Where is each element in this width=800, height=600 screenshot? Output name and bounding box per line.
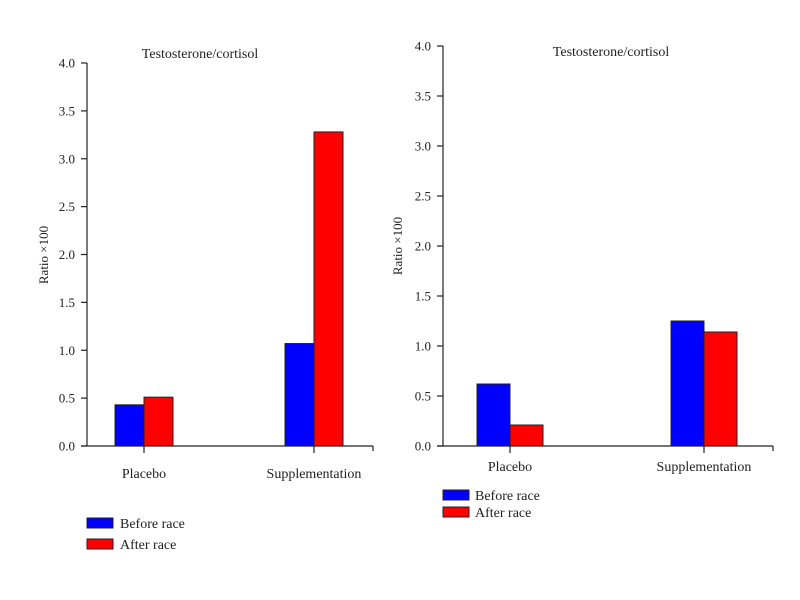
chart-left: Testosterone/cortisol Ratio ×100 0.0 0.5 1… (36, 47, 374, 553)
y-tick-label: 3.0 (415, 139, 431, 154)
bars (476, 320, 738, 447)
y-tick-label: 2.5 (415, 189, 431, 204)
y-tick-label: 3.5 (415, 89, 431, 104)
x-ticks: Placebo Supplementation (122, 446, 374, 482)
legend-swatch-before (442, 489, 470, 501)
bar-supplementation-after-race (313, 131, 344, 447)
legend-label-after: After race (120, 538, 176, 553)
y-axis-label: Ratio ×100 (390, 217, 405, 275)
y-tick-label: 3.5 (59, 103, 75, 118)
y-tick-label: 1.5 (59, 295, 75, 310)
y-tick-label: 0.5 (59, 391, 75, 406)
y-tick-label: 3.0 (59, 151, 75, 166)
chart-right: Testosterone/cortisol Ratio ×100 0.0 0.5 1… (390, 39, 774, 521)
legend-label-before: Before race (120, 517, 185, 532)
x-tick-label: Placebo (122, 467, 166, 482)
chart-title: Testosterone/cortisol (142, 47, 259, 62)
x-tick-label: Placebo (488, 460, 532, 475)
legend-swatch-after (442, 506, 470, 518)
y-tick-label: 2.0 (415, 239, 431, 254)
y-ticks: 0.0 0.5 1.0 1.5 2.0 2.5 3.0 3.5 4.0 (415, 39, 443, 454)
bar-placebo-after-race (143, 396, 174, 447)
y-tick-label: 1.5 (415, 289, 431, 304)
bar-supplementation-before-race (670, 320, 705, 447)
bar-placebo-after-race (509, 424, 544, 447)
legend-swatch-before (86, 517, 114, 529)
legend-label-before: Before race (475, 489, 540, 504)
y-tick-label: 2.5 (59, 199, 75, 214)
x-tick-label: Supplementation (267, 467, 362, 482)
chart-title: Testosterone/cortisol (553, 45, 670, 60)
bars (114, 131, 344, 447)
x-ticks: Placebo Supplementation (488, 446, 774, 475)
legend-label-after: After race (475, 506, 531, 521)
bar-placebo-before-race (476, 383, 511, 447)
bar-supplementation-before-race (284, 343, 315, 447)
legend-swatch-after (86, 538, 114, 550)
legend: Before race After race (442, 489, 540, 521)
y-tick-label: 4.0 (59, 56, 75, 71)
bar-placebo-before-race (114, 404, 145, 447)
y-tick-label: 1.0 (415, 339, 431, 354)
y-tick-label: 4.0 (415, 39, 431, 54)
legend: Before race After race (86, 517, 185, 553)
y-tick-label: 0.0 (59, 439, 75, 454)
y-tick-label: 2.0 (59, 247, 75, 262)
y-tick-label: 0.5 (415, 389, 431, 404)
y-ticks: 0.0 0.5 1.0 1.5 2.0 2.5 3.0 3.5 4.0 (59, 56, 87, 454)
y-tick-label: 1.0 (59, 343, 75, 358)
x-tick-label: Supplementation (657, 460, 752, 475)
y-tick-label: 0.0 (415, 439, 431, 454)
bar-supplementation-after-race (703, 331, 738, 447)
y-axis-label: Ratio ×100 (36, 226, 51, 284)
